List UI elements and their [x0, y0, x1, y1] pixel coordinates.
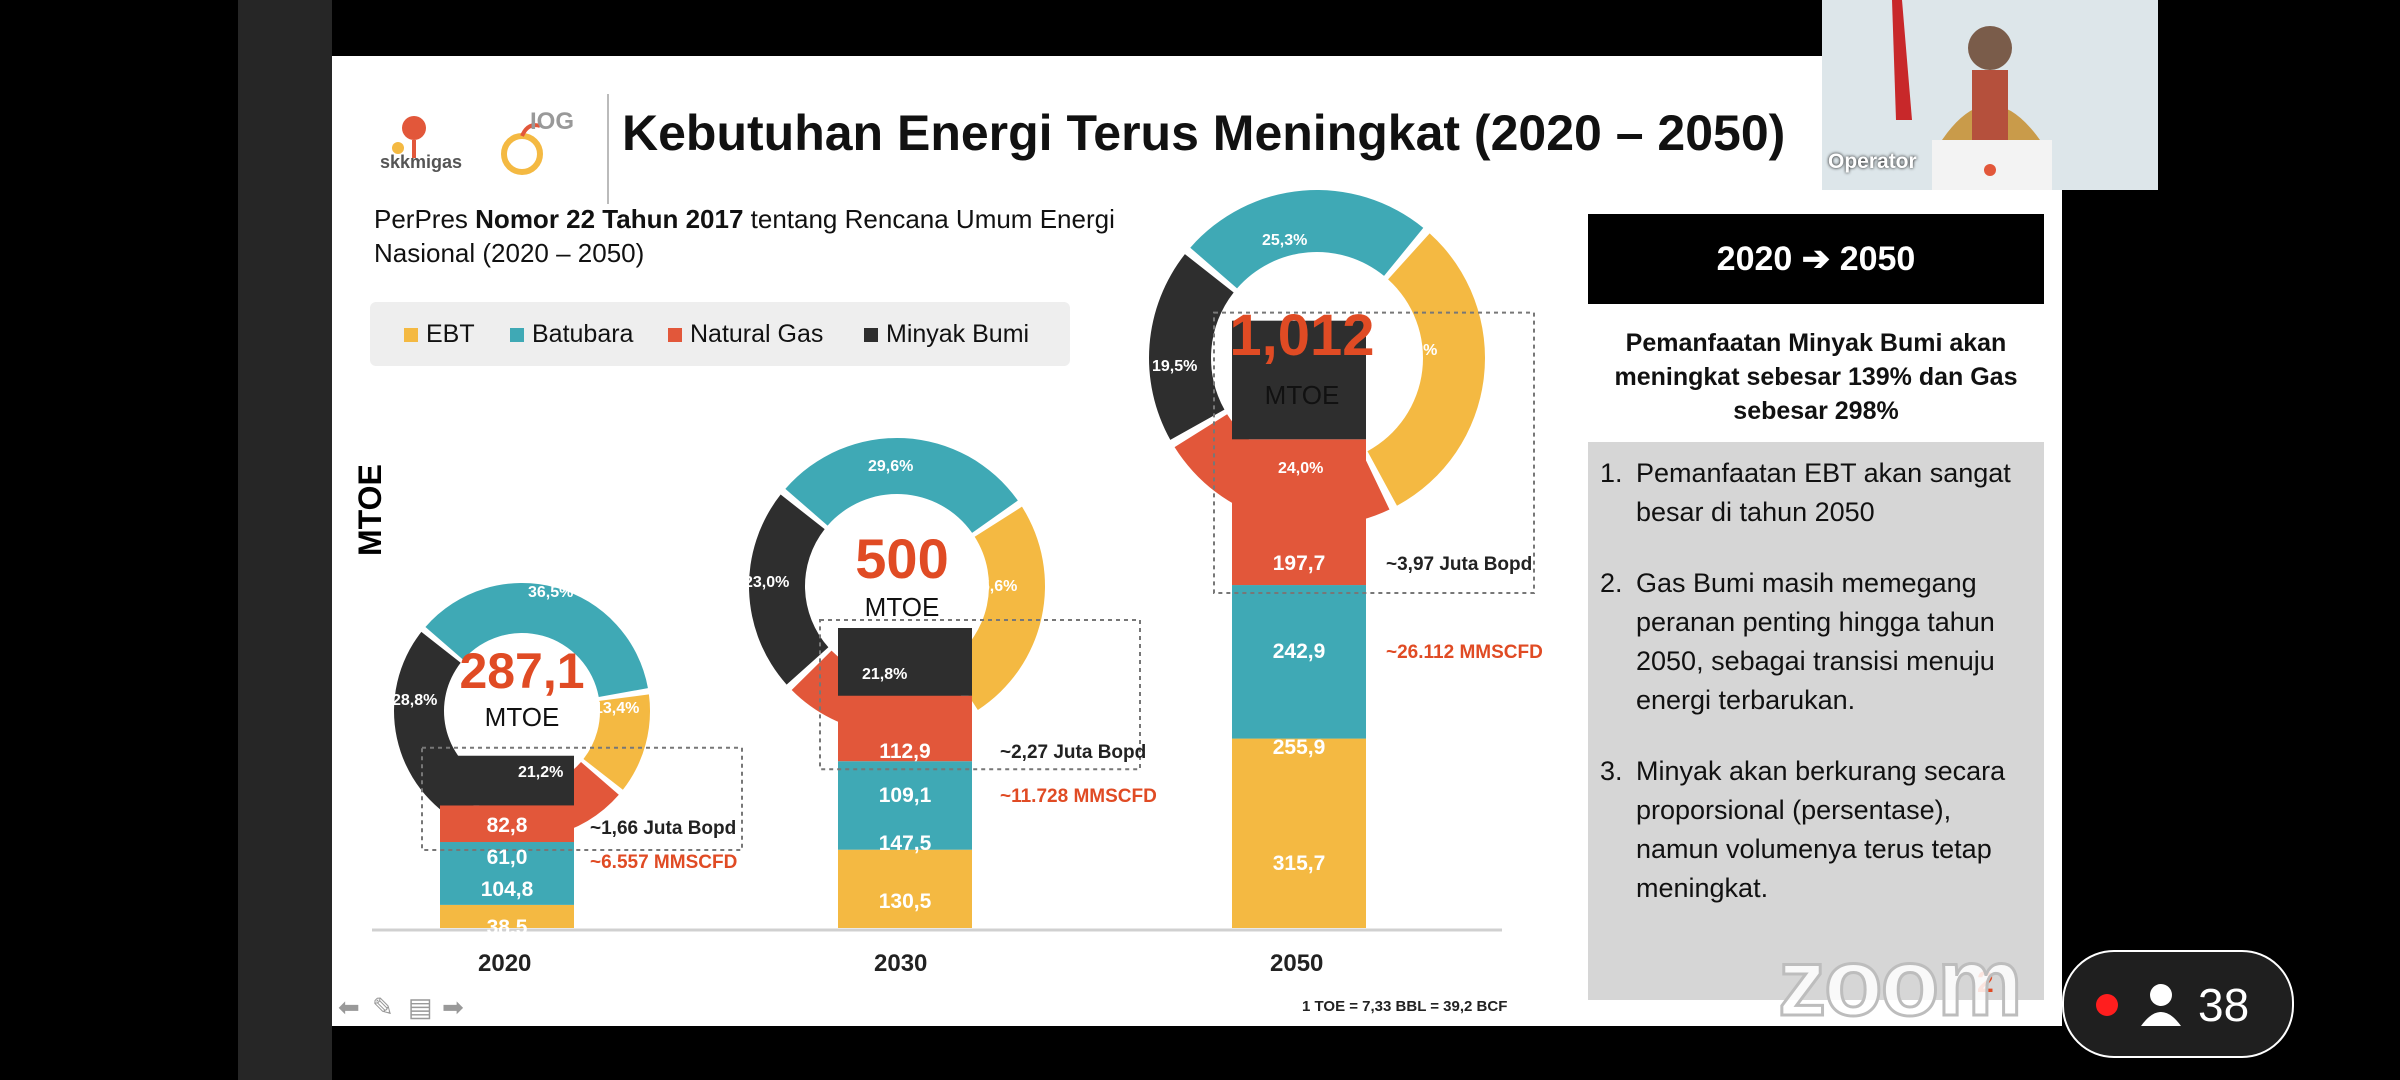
pct-batubara-2020: 36,5%: [528, 584, 574, 601]
footnote: 1 TOE = 7,33 BBL = 39,2 BCF: [1302, 998, 1508, 1015]
pct-batubara-2050: 25,3%: [1262, 232, 1308, 249]
pct-minyak-2050: 19,5%: [1152, 358, 1198, 375]
pct-ebt-2020: 13,4%: [594, 700, 640, 717]
note-gas-2030: ~11.728 MMSCFD: [1000, 786, 1157, 807]
bar-segment-ebt-2020: [440, 904, 574, 928]
bar-ebt-2050: 315,7: [1272, 852, 1326, 875]
bar-minyak-2020: 82,8: [486, 814, 528, 837]
donut-slice-batubara-2030: [785, 438, 1018, 533]
legend-ebt: EBT: [404, 320, 475, 349]
bar-gas-2020: 61,0: [486, 846, 528, 869]
menu-icon[interactable]: ▤: [408, 992, 433, 1022]
donut-slice-minyak-bumi-2030: [749, 494, 829, 685]
pen-icon[interactable]: ✎: [372, 992, 394, 1022]
bar-gas-2050: 242,9: [1272, 640, 1326, 663]
bar-batubara-2030: 147,5: [878, 832, 932, 855]
note-oil-2050: ~3,97 Juta Bopd: [1386, 554, 1533, 575]
note-oil-2030: ~2,27 Juta Bopd: [1000, 742, 1147, 763]
shared-slide: skkmigas IOG Kebutuhan Energi Terus Meni…: [332, 56, 2062, 1026]
donut-slice-ebt-2050: [1367, 233, 1485, 506]
legend-natural-gas: Natural Gas: [668, 320, 823, 349]
pct-gas-2020: 21,2%: [518, 764, 564, 781]
left-letterbox: [238, 0, 332, 1080]
next-slide-icon[interactable]: ➡: [442, 992, 464, 1022]
skkmigas-logo: [392, 116, 543, 175]
unit-2030: MTOE: [864, 592, 940, 622]
zoom-watermark: zoom: [1777, 928, 2025, 1038]
donut-slice-minyak-bumi-2050: [1149, 254, 1234, 440]
pct-minyak-2020: 28,8%: [392, 692, 438, 709]
bar-segment-batubara-2030: [838, 761, 972, 850]
pct-batubara-2030: 29,6%: [868, 458, 914, 475]
pct-gas-2030: 21,8%: [862, 666, 908, 683]
bar-gas-2030: 109,1: [878, 784, 932, 807]
prev-slide-icon[interactable]: ⬅: [338, 992, 360, 1022]
bar-ebt-2030: 130,5: [878, 890, 932, 913]
unit-2050: MTOE: [1264, 380, 1340, 410]
annotation-box-2050: [1213, 311, 1535, 595]
bar-segment-batubara-2050: [1232, 585, 1366, 739]
pct-ebt-2030: 25,6%: [972, 578, 1018, 595]
y-axis-label: MTOE: [352, 464, 388, 556]
annotation-box-2030: [819, 619, 1141, 771]
year-2050: 2050: [1270, 950, 1324, 977]
donut-slice-batubara-2020: [425, 583, 648, 698]
operator-name: Operator: [1828, 150, 1917, 173]
iog-logo-icon: IOG: [530, 108, 575, 135]
key-points: 1. Pemanfaatan EBT akan sangat besar di t…: [1588, 442, 2044, 1000]
bar-segment-ebt-2050: [1232, 738, 1366, 928]
speaker-video-thumbnail[interactable]: Operator: [1822, 0, 2158, 190]
slide-graphics: [372, 189, 1535, 932]
participant-count: 38: [2198, 979, 2250, 1031]
bar-segment-natural-gas-2020: [440, 805, 574, 843]
bar-ebt-2020: 38,5: [486, 916, 528, 939]
bar-batubara-2050: 255,9: [1272, 736, 1326, 759]
speaker-figure: [1822, 0, 2158, 190]
page-number: 2: [1977, 966, 1994, 999]
unit-2020: MTOE: [484, 702, 560, 732]
bar-minyak-2050: 197,7: [1272, 552, 1326, 575]
annotation-box-2020: [421, 746, 743, 852]
donut-slice-batubara-2050: [1190, 189, 1424, 289]
note-gas-2020: ~6.557 MMSCFD: [590, 852, 738, 873]
bar-segment-minyak-bumi-2050: [1232, 320, 1366, 440]
note-oil-2020: ~1,66 Juta Bopd: [590, 818, 737, 839]
bar-segment-minyak-bumi-2020: [440, 755, 574, 806]
bar-minyak-2030: 112,9: [879, 740, 931, 763]
participants-pill[interactable]: 38: [2062, 950, 2294, 1058]
total-2020: 287,1: [459, 643, 585, 699]
bar-segment-natural-gas-2030: [838, 695, 972, 762]
note-gas-2050: ~26.112 MMSCFD: [1386, 642, 1543, 663]
legend-minyak-bumi: Minyak Bumi: [864, 320, 1029, 349]
title-divider: [607, 94, 609, 204]
legend-batubara: Batubara: [510, 320, 633, 349]
donut-slice-ebt-2020: [583, 694, 650, 790]
logo-text: skkmigas: [380, 152, 463, 172]
total-2050: 1,012: [1229, 303, 1375, 368]
bar-segment-minyak-bumi-2030: [838, 628, 972, 696]
summary-text: Pemanfaatan Minyak Bumi akan meningkat s…: [1614, 329, 2018, 425]
slide-title: Kebutuhan Energi Terus Meningkat (2020 –…: [622, 105, 1786, 161]
bar-segment-natural-gas-2050: [1232, 439, 1366, 586]
period-header: 2020 ➔ 2050: [1588, 214, 2044, 304]
legend: EBT Batubara Natural Gas Minyak Bumi: [370, 302, 1070, 366]
total-2030: 500: [855, 527, 949, 590]
bar-segment-batubara-2020: [440, 842, 574, 905]
perpres-text: PerPres Nomor 22 Tahun 2017 tentang Renc…: [374, 204, 1115, 268]
recording-dot-icon: [2096, 994, 2118, 1016]
bar-segment-ebt-2030: [838, 849, 972, 928]
bar-batubara-2020: 104,8: [480, 878, 534, 901]
pct-ebt-2050: 31,2%: [1392, 342, 1438, 359]
pct-gas-2050: 24,0%: [1278, 460, 1324, 477]
pct-minyak-2030: 23,0%: [744, 574, 790, 591]
year-2020: 2020: [478, 950, 532, 977]
person-icon: [2141, 984, 2181, 1026]
year-2030: 2030: [874, 950, 928, 977]
